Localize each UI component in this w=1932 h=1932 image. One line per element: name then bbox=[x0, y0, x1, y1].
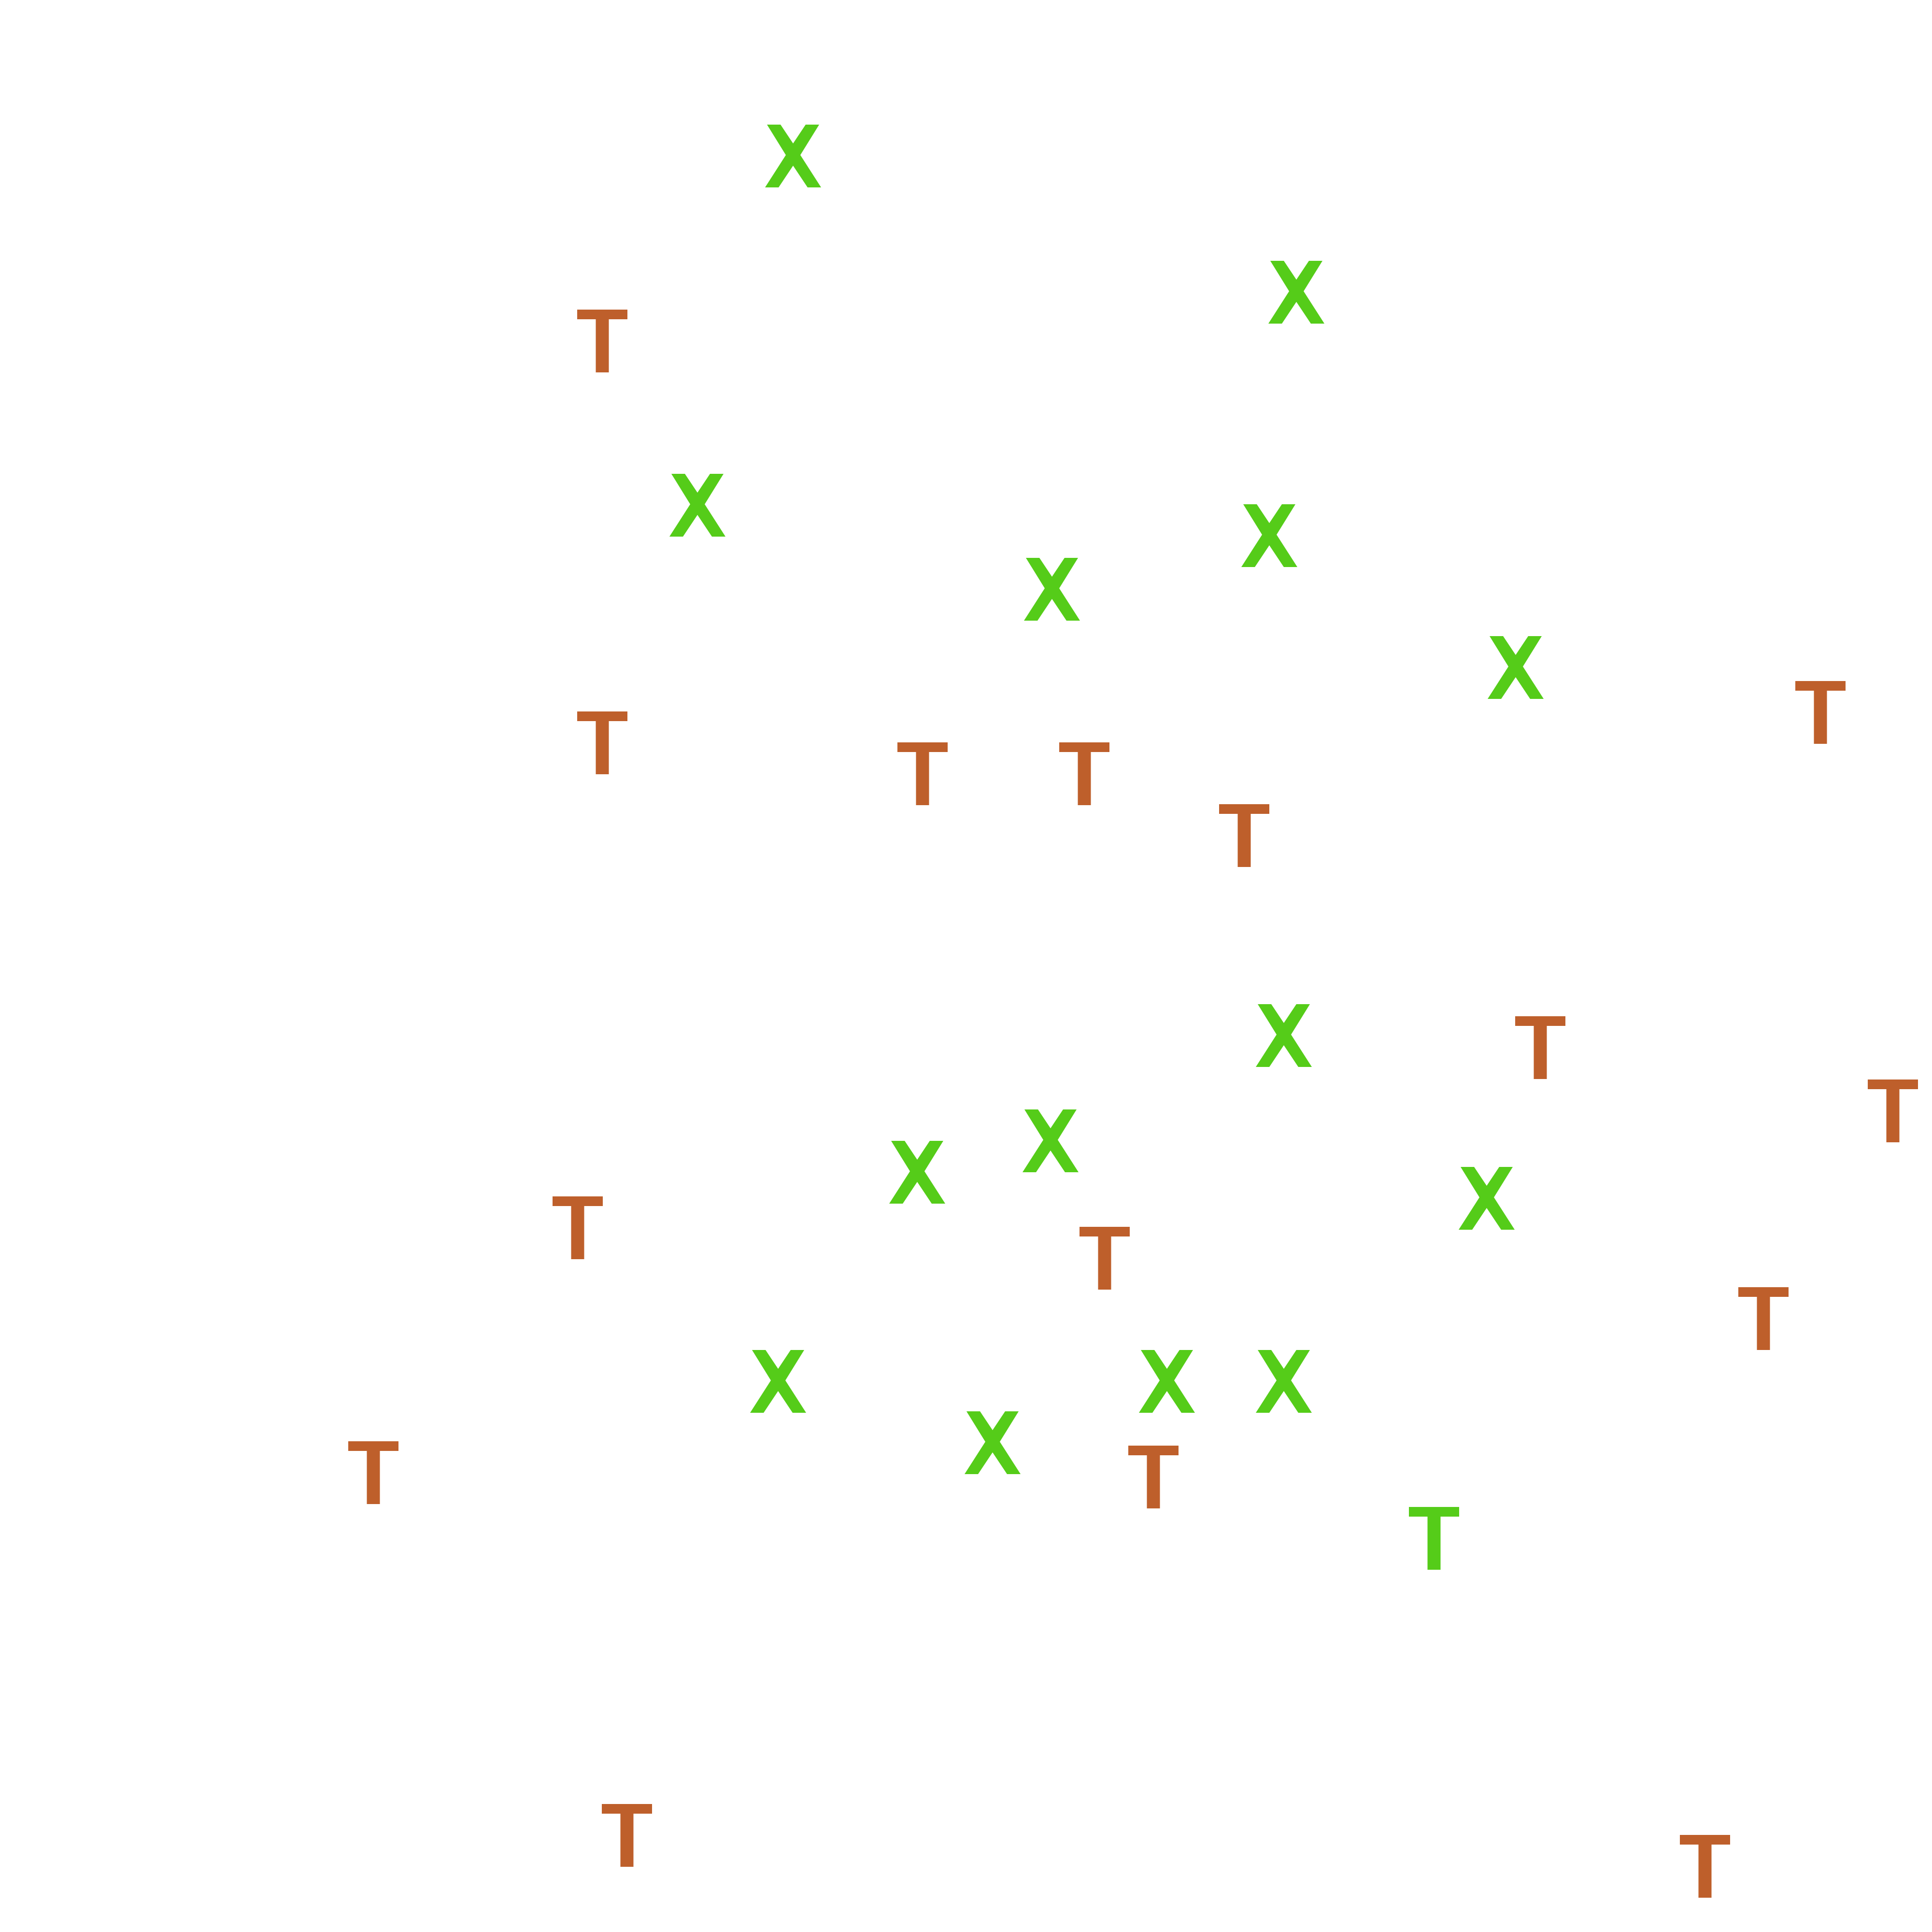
x-glyph-green bbox=[669, 474, 725, 537]
t-glyph-orange bbox=[1059, 742, 1109, 805]
t-glyph-green bbox=[1409, 1507, 1459, 1570]
x-glyph-green bbox=[1268, 261, 1324, 324]
t-glyph-orange bbox=[1738, 1287, 1789, 1350]
x-glyph-green bbox=[1241, 504, 1297, 567]
x-glyph-green bbox=[1488, 636, 1544, 699]
t-glyph-orange bbox=[348, 1441, 398, 1504]
x-glyph-green bbox=[750, 1350, 806, 1413]
x-glyph-green bbox=[1256, 1004, 1312, 1067]
t-glyph-orange bbox=[1515, 1016, 1565, 1079]
t-glyph-orange bbox=[602, 1804, 652, 1867]
x-glyph-green bbox=[765, 125, 821, 187]
t-glyph-orange bbox=[1868, 1080, 1918, 1142]
t-glyph-orange bbox=[1795, 681, 1846, 744]
t-glyph-orange bbox=[1128, 1446, 1179, 1508]
x-glyph-green bbox=[1459, 1167, 1515, 1230]
t-glyph-orange bbox=[1219, 804, 1269, 867]
t-glyph-orange bbox=[1680, 1835, 1730, 1898]
t-glyph-orange bbox=[897, 742, 948, 805]
t-glyph-orange bbox=[1080, 1227, 1130, 1290]
x-glyph-green bbox=[1023, 1109, 1079, 1172]
x-glyph-green bbox=[1139, 1350, 1195, 1413]
t-glyph-orange bbox=[553, 1196, 603, 1259]
x-glyph-green bbox=[1024, 558, 1080, 621]
t-glyph-orange bbox=[577, 711, 627, 774]
x-glyph-green bbox=[1256, 1350, 1312, 1413]
x-glyph-green bbox=[965, 1411, 1021, 1474]
x-glyph-green bbox=[889, 1141, 945, 1204]
t-glyph-orange bbox=[577, 310, 627, 372]
